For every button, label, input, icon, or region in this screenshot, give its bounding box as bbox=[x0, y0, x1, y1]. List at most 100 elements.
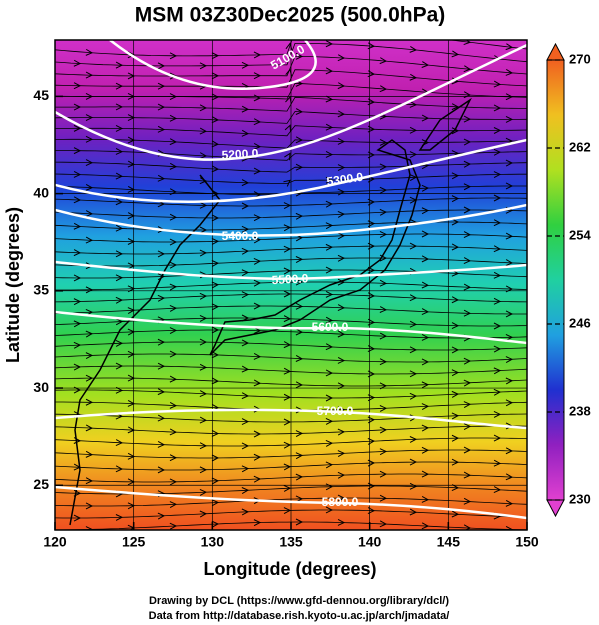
streamline-arrow bbox=[253, 191, 262, 199]
contour-label: 5300.0 bbox=[326, 170, 365, 189]
streamline-arrow bbox=[169, 261, 178, 269]
streamline-arrow bbox=[253, 118, 262, 126]
streamline-arrow bbox=[115, 172, 124, 180]
streamline-arrow bbox=[169, 138, 178, 146]
streamline-arrow bbox=[241, 314, 250, 322]
streamline-arrow bbox=[421, 381, 430, 389]
colorbar-min-triangle bbox=[546, 499, 565, 518]
streamline-arrow bbox=[73, 437, 82, 444]
streamline-arrow bbox=[157, 273, 166, 281]
streamline-arrow bbox=[463, 283, 472, 291]
contour-line bbox=[109, 40, 317, 90]
streamline-arrow bbox=[409, 196, 418, 204]
streamline-arrow bbox=[379, 470, 388, 478]
streamline-arrow bbox=[325, 290, 334, 298]
title: MSM 03Z30Dec2025 (500.0hPa) bbox=[135, 4, 446, 27]
streamline-arrow bbox=[85, 236, 94, 244]
streamline-arrow bbox=[241, 418, 250, 425]
streamline-arrow bbox=[325, 369, 334, 377]
x-tick-label: 135 bbox=[279, 534, 303, 550]
streamline-arrow bbox=[409, 458, 418, 466]
streamline-arrow bbox=[421, 139, 430, 147]
streamline-arrow bbox=[493, 80, 502, 88]
streamline-arrow bbox=[199, 442, 208, 450]
streamline-arrow bbox=[199, 62, 208, 70]
streamline-arrow bbox=[421, 403, 430, 411]
streamline-arrow bbox=[73, 82, 82, 90]
streamline-arrow bbox=[169, 478, 178, 486]
streamline-arrow bbox=[73, 298, 82, 306]
streamline-arrow bbox=[253, 142, 262, 150]
streamline-arrow bbox=[325, 95, 334, 103]
streamline-arrow bbox=[421, 424, 430, 432]
streamline-arrow bbox=[505, 399, 514, 407]
streamline-arrow bbox=[85, 398, 94, 406]
streamline-arrow bbox=[241, 487, 250, 494]
streamline-arrow bbox=[337, 428, 346, 436]
streamline-arrow bbox=[85, 159, 94, 167]
streamline-arrow bbox=[283, 267, 292, 275]
streamline-arrow bbox=[325, 417, 334, 425]
x-tick-label: 125 bbox=[122, 534, 146, 550]
streamline-arrow bbox=[211, 214, 220, 222]
streamline-arrow bbox=[451, 484, 460, 492]
streamline-arrow bbox=[115, 362, 124, 370]
streamline-arrow bbox=[409, 370, 418, 378]
streamline-arrow bbox=[505, 232, 514, 240]
contour-line bbox=[55, 138, 527, 203]
streamline-arrow bbox=[379, 332, 388, 340]
streamline-arrow bbox=[325, 67, 334, 75]
streamline-arrow bbox=[325, 461, 334, 469]
streamline-arrow bbox=[73, 103, 82, 111]
streamline-arrow bbox=[451, 127, 460, 135]
streamline-arrow bbox=[253, 327, 262, 334]
streamline-arrow bbox=[463, 91, 472, 99]
streamline-arrow bbox=[451, 390, 460, 398]
streamline-arrow bbox=[337, 278, 346, 286]
streamline-arrow bbox=[337, 54, 346, 62]
streamline-arrow bbox=[379, 208, 388, 216]
streamline-arrow bbox=[409, 101, 418, 108]
streamline-arrow bbox=[169, 213, 178, 221]
streamline-arrow bbox=[337, 164, 346, 171]
streamline-arrow bbox=[85, 114, 94, 122]
streamline-arrow bbox=[73, 463, 82, 471]
contour-line bbox=[55, 485, 527, 520]
streamline-arrow bbox=[253, 72, 262, 80]
streamline-arrow bbox=[451, 434, 460, 442]
streamline-arrow bbox=[157, 250, 166, 258]
streamline-arrow bbox=[379, 520, 388, 528]
streamline-arrow bbox=[295, 278, 304, 286]
streamline-arrow bbox=[115, 250, 124, 258]
streamline-arrow bbox=[284, 124, 292, 133]
streamline-arrow bbox=[85, 330, 94, 338]
streamline-arrow bbox=[463, 65, 472, 73]
streamline-arrow bbox=[211, 303, 220, 311]
streamline-arrow bbox=[451, 218, 460, 226]
streamline-arrow bbox=[85, 502, 94, 510]
streamline-arrow bbox=[295, 328, 304, 336]
streamline-arrow bbox=[379, 426, 388, 434]
streamline-arrow bbox=[493, 271, 502, 279]
streamline-arrow bbox=[505, 377, 514, 385]
streamline-arrow bbox=[505, 310, 514, 318]
y-tick-label: 30 bbox=[33, 379, 49, 395]
streamline-arrow bbox=[169, 283, 178, 291]
streamline-arrow bbox=[409, 126, 418, 134]
streamline-arrow bbox=[421, 334, 430, 341]
streamline-arrow bbox=[283, 245, 292, 253]
streamline-arrow bbox=[199, 201, 208, 209]
streamline-arrow bbox=[451, 322, 460, 330]
streamline-arrow bbox=[169, 327, 178, 334]
streamline-arrow bbox=[379, 279, 388, 287]
streamline-arrow bbox=[211, 140, 220, 148]
streamline-arrow bbox=[409, 320, 418, 328]
streamline-arrow bbox=[451, 103, 460, 111]
streamline-arrow bbox=[505, 115, 514, 123]
streamline-arrow bbox=[379, 57, 388, 65]
streamline-arrow bbox=[295, 473, 304, 481]
streamline-arrow bbox=[253, 279, 262, 287]
streamline-arrow bbox=[73, 514, 82, 522]
streamline-arrow bbox=[157, 103, 166, 111]
streamline-arrow bbox=[296, 28, 302, 34]
